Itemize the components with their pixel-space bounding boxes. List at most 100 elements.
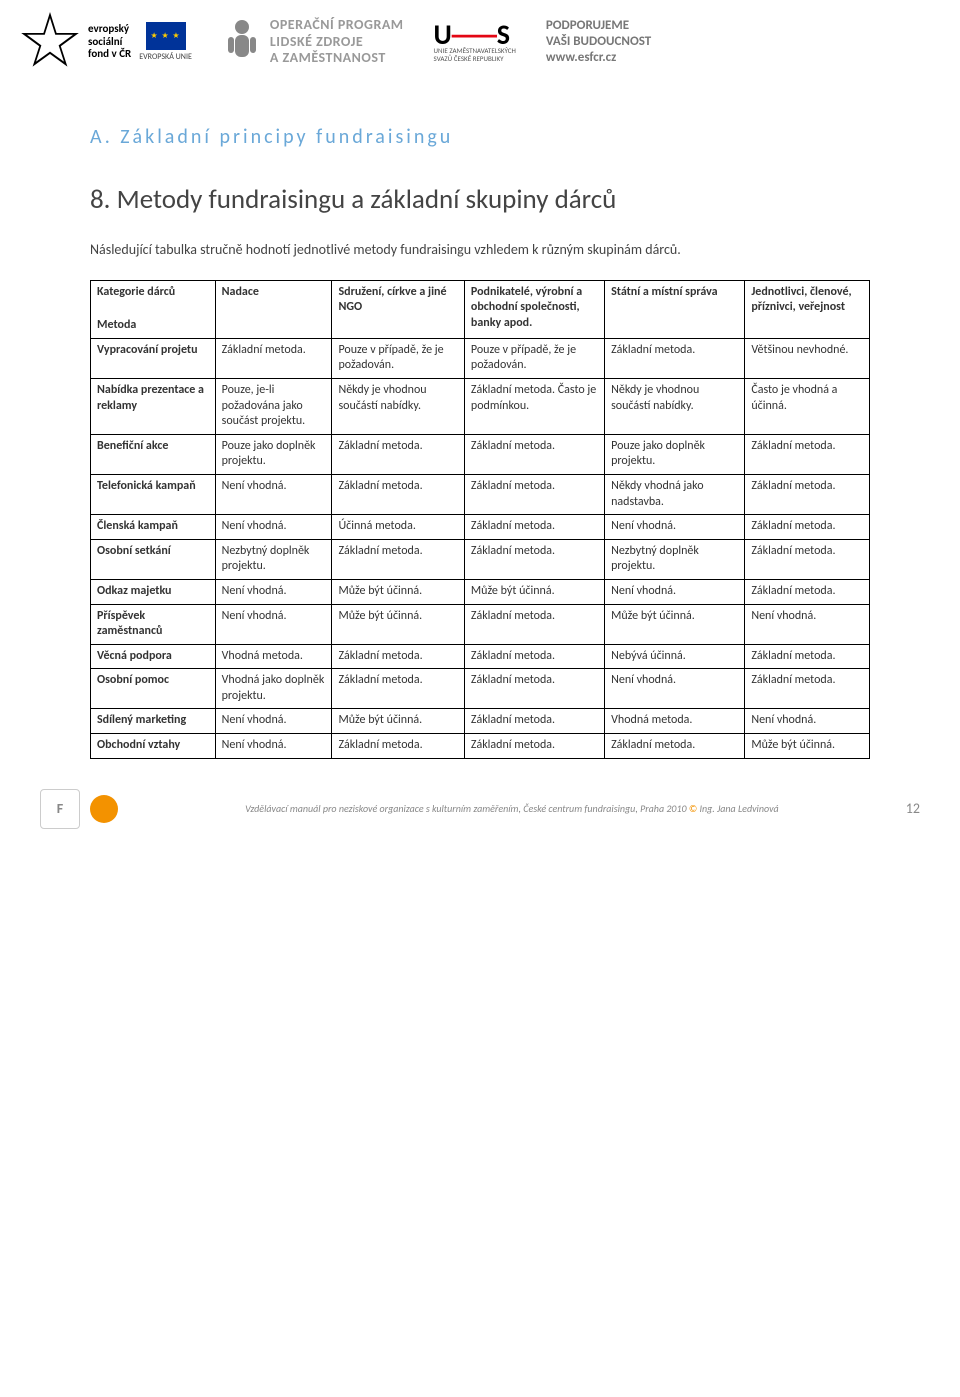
footer-text: Vzdělávací manuál pro neziskové organiza… [118, 802, 906, 815]
table-cell: Základní metoda. [605, 734, 745, 759]
row-label: Příspěvek zaměstnanců [91, 604, 216, 644]
person-icon [222, 17, 262, 67]
table-cell: Vhodná metoda. [605, 709, 745, 734]
table-cell: Základní metoda. [332, 644, 464, 669]
table-row: Osobní pomocVhodná jako doplněk projektu… [91, 669, 870, 709]
op-line: LIDSKÉ ZDROJE [270, 34, 404, 51]
table-cell: Pouze jako doplněk projektu. [215, 434, 332, 474]
eu-label: EVROPSKÁ UNIE [139, 52, 192, 62]
table-cell: Pouze jako doplněk projektu. [605, 434, 745, 474]
row-label: Odkaz majetku [91, 579, 216, 604]
op-text: OPERAČNÍ PROGRAM LIDSKÉ ZDROJE A ZAMĚSTN… [270, 17, 404, 67]
table-row: Vypracování projetuZákladní metoda.Pouze… [91, 338, 870, 378]
table-row: Osobní setkáníNezbytný doplněk projektu.… [91, 539, 870, 579]
table-cell: Základní metoda. [605, 338, 745, 378]
support-line: VAŠI BUDOUCNOST [546, 34, 651, 50]
esf-line: evropský [88, 23, 131, 36]
table-cell: Není vhodná. [215, 709, 332, 734]
table-row: Příspěvek zaměstnancůNení vhodná.Může bý… [91, 604, 870, 644]
table-cell: Může být účinná. [464, 579, 604, 604]
table-cell: Základní metoda. [332, 669, 464, 709]
table-cell: Někdy je vhodnou součástí nabídky. [605, 378, 745, 434]
table-row: Odkaz majetkuNení vhodná.Může být účinná… [91, 579, 870, 604]
row-label: Telefonická kampaň [91, 474, 216, 514]
header-left-bottom: Metoda [97, 318, 209, 334]
support-line: PODPORUJEME [546, 18, 651, 34]
eu-flag-icon [146, 22, 186, 50]
row-label: Členská kampaň [91, 515, 216, 540]
table-cell: Může být účinná. [745, 734, 870, 759]
footer: F Vzdělávací manuál pro neziskové organi… [0, 759, 960, 847]
section-title: 8. Metody fundraisingu a základní skupin… [90, 183, 870, 216]
support-block: PODPORUJEME VAŠI BUDOUCNOST www.esfcr.cz [546, 18, 651, 67]
op-block: OPERAČNÍ PROGRAM LIDSKÉ ZDROJE A ZAMĚSTN… [222, 17, 404, 67]
esf-star-icon [20, 12, 80, 72]
footer-badge-icon: F [40, 789, 80, 829]
eu-block: EVROPSKÁ UNIE [139, 22, 192, 62]
page-body: A. Základní principy fundraisingu 8. Met… [0, 85, 960, 759]
table-cell: Základní metoda. [745, 474, 870, 514]
table-cell: Základní metoda. [464, 474, 604, 514]
table-cell: Základní metoda. [745, 539, 870, 579]
copyright-icon: © [689, 802, 700, 815]
table-cell: Základní metoda. [332, 434, 464, 474]
footer-circle-icon [90, 795, 118, 823]
table-cell: Není vhodná. [605, 669, 745, 709]
table-cell: Základní metoda. [464, 669, 604, 709]
table-cell: Většinou nevhodné. [745, 338, 870, 378]
table-row: Sdílený marketingNení vhodná.Může být úč… [91, 709, 870, 734]
section-label: A. Základní principy fundraisingu [90, 125, 870, 149]
table-cell: Základní metoda. [332, 539, 464, 579]
row-label: Benefiční akce [91, 434, 216, 474]
table-cell: Může být účinná. [332, 709, 464, 734]
table-row: Nabídka prezentace a reklamyPouze, je-li… [91, 378, 870, 434]
page-number: 12 [906, 800, 920, 817]
col-header: Nadace [215, 280, 332, 338]
row-label: Nabídka prezentace a reklamy [91, 378, 216, 434]
header-left-top: Kategorie dárců [97, 285, 209, 301]
table-cell: Může být účinná. [332, 604, 464, 644]
table-cell: Někdy je vhodnou součástí nabídky. [332, 378, 464, 434]
footer-title-text: Vzdělávací manuál pro neziskové organiza… [245, 802, 687, 815]
table-cell: Základní metoda. [745, 669, 870, 709]
table-cell: Nebývá účinná. [605, 644, 745, 669]
op-line: OPERAČNÍ PROGRAM [270, 17, 404, 34]
table-cell: Základní metoda. [464, 604, 604, 644]
col-header: Jednotlivci, členové, příznivci, veřejno… [745, 280, 870, 338]
table-cell: Pouze v případě, že je požadován. [464, 338, 604, 378]
table-cell: Není vhodná. [215, 604, 332, 644]
table-cell: Není vhodná. [745, 709, 870, 734]
table-cell: Není vhodná. [215, 515, 332, 540]
table-row: Členská kampaňNení vhodná.Účinná metoda.… [91, 515, 870, 540]
esf-logo-block: evropský sociální fond v ČR EVROPSKÁ UNI… [20, 12, 192, 72]
esf-text: evropský sociální fond v ČR [88, 23, 131, 61]
uzs-sub: SVAZŮ ČESKÉ REPUBLIKY [434, 55, 516, 63]
table-cell: Základní metoda. [745, 579, 870, 604]
row-label: Osobní pomoc [91, 669, 216, 709]
table-cell: Základní metoda. [745, 434, 870, 474]
table-cell: Základní metoda. [464, 709, 604, 734]
table-cell: Není vhodná. [605, 515, 745, 540]
op-line: A ZAMĚSTNANOST [270, 50, 404, 67]
table-cell: Základní metoda. [745, 515, 870, 540]
row-label: Věcná podpora [91, 644, 216, 669]
fundraising-table: Kategorie dárců Metoda Nadace Sdružení, … [90, 280, 870, 759]
col-header: Státní a místní správa [605, 280, 745, 338]
table-cell: Základní metoda. [464, 434, 604, 474]
table-cell: Základní metoda. Často je podmínkou. [464, 378, 604, 434]
table-row: Benefiční akcePouze jako doplněk projekt… [91, 434, 870, 474]
table-cell: Není vhodná. [215, 579, 332, 604]
table-cell: Základní metoda. [215, 338, 332, 378]
table-cell: Základní metoda. [464, 644, 604, 669]
row-label: Osobní setkání [91, 539, 216, 579]
col-header: Podnikatelé, výrobní a obchodní společno… [464, 280, 604, 338]
table-cell: Nezbytný doplněk projektu. [605, 539, 745, 579]
table-row: Obchodní vztahyNení vhodná.Základní meto… [91, 734, 870, 759]
table-cell: Základní metoda. [464, 515, 604, 540]
table-cell: Pouze, je-li požadována jako součást pro… [215, 378, 332, 434]
table-cell: Není vhodná. [605, 579, 745, 604]
uzs-block: U⸺S UNIE ZAMĚSTNAVATELSKÝCH SVAZŮ ČESKÉ … [434, 22, 516, 63]
table-cell: Nezbytný doplněk projektu. [215, 539, 332, 579]
header-left: Kategorie dárců Metoda [91, 280, 216, 338]
col-header: Sdružení, církve a jiné NGO [332, 280, 464, 338]
